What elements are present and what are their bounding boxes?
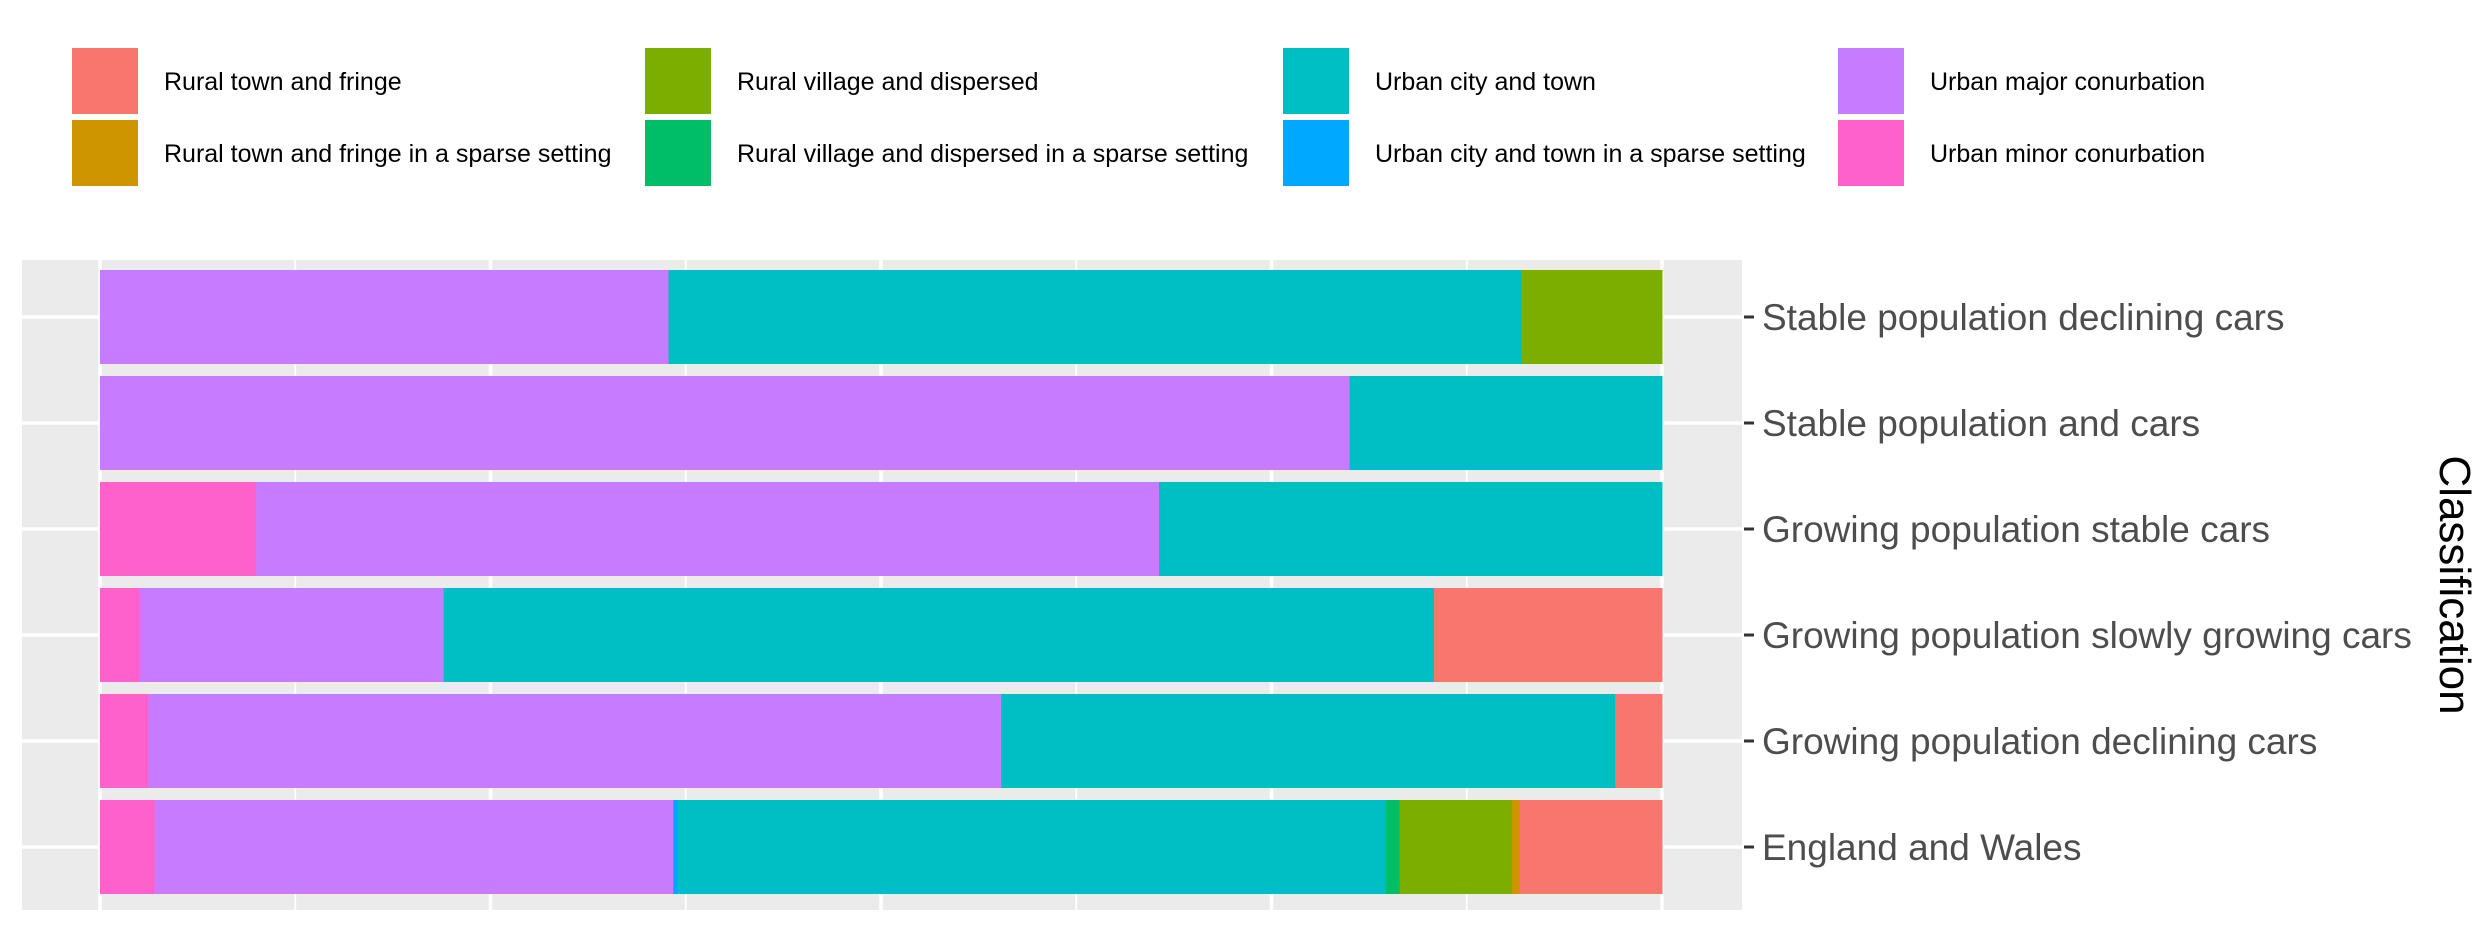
legend-key-rural-village-and-dispersed xyxy=(645,48,711,114)
legend-key-rural-village-and-dispersed-in-a-sparse-setting xyxy=(645,120,711,186)
y-tick-label: Growing population declining cars xyxy=(1762,721,2317,762)
legend-label: Urban city and town in a sparse setting xyxy=(1375,140,1806,168)
y-tick-label: Growing population stable cars xyxy=(1762,509,2270,550)
bar-segment xyxy=(1001,694,1616,788)
legend-key-urban-city-and-town xyxy=(1283,48,1349,114)
y-axis: Stable population declining cars Stable p… xyxy=(1744,297,2412,868)
bar-segment xyxy=(100,588,140,682)
bar-segment xyxy=(443,588,1435,682)
bar-segment xyxy=(1519,800,1663,894)
y-tick-label: Stable population declining cars xyxy=(1762,297,2284,338)
bar-segment xyxy=(1385,800,1401,894)
legend-label: Rural village and dispersed in a sparse … xyxy=(737,140,1248,168)
legend-label: Urban major conurbation xyxy=(1930,68,2205,96)
bar-segment xyxy=(1512,800,1521,894)
legend-label: Rural town and fringe in a sparse settin… xyxy=(164,140,611,168)
bar-segment xyxy=(100,270,670,364)
legend-label: Urban city and town xyxy=(1375,68,1596,96)
bar-segment xyxy=(677,800,1387,894)
bar-segment xyxy=(100,376,1351,470)
bar-segment xyxy=(100,694,149,788)
bar-segment xyxy=(1615,694,1663,788)
y-tick-label: Growing population slowly growing cars xyxy=(1762,615,2412,656)
bar-segment xyxy=(100,800,156,894)
legend-label: Urban minor conurbation xyxy=(1930,140,2205,168)
bar-segment xyxy=(148,694,1002,788)
legend-key-urban-city-and-town-in-a-sparse-setting xyxy=(1283,120,1349,186)
bar-segment xyxy=(673,800,679,894)
bar-segment xyxy=(1433,588,1663,682)
bar-segment xyxy=(668,270,1522,364)
bar-segment xyxy=(139,588,445,682)
bar-segment xyxy=(1521,270,1663,364)
legend: Rural town and fringe Rural town and frin… xyxy=(72,48,2205,186)
bar-segment xyxy=(1399,800,1513,894)
legend-key-rural-town-and-fringe xyxy=(72,48,138,114)
bar-segment xyxy=(256,482,1160,576)
bar-segment xyxy=(1349,376,1663,470)
legend-key-rural-town-and-fringe-in-a-sparse-setting xyxy=(72,120,138,186)
bar-segment xyxy=(100,482,257,576)
bars xyxy=(100,270,1663,894)
legend-key-urban-minor-conurbation xyxy=(1838,120,1904,186)
legend-label: Rural village and dispersed xyxy=(737,68,1039,96)
y-axis-title: Classification xyxy=(2430,455,2479,714)
legend-label: Rural town and fringe xyxy=(164,68,402,96)
y-tick-label: England and Wales xyxy=(1762,827,2082,868)
bar-segment xyxy=(154,800,674,894)
bar-segment xyxy=(1159,482,1663,576)
y-tick-label: Stable population and cars xyxy=(1762,403,2200,444)
legend-key-urban-major-conurbation xyxy=(1838,48,1904,114)
